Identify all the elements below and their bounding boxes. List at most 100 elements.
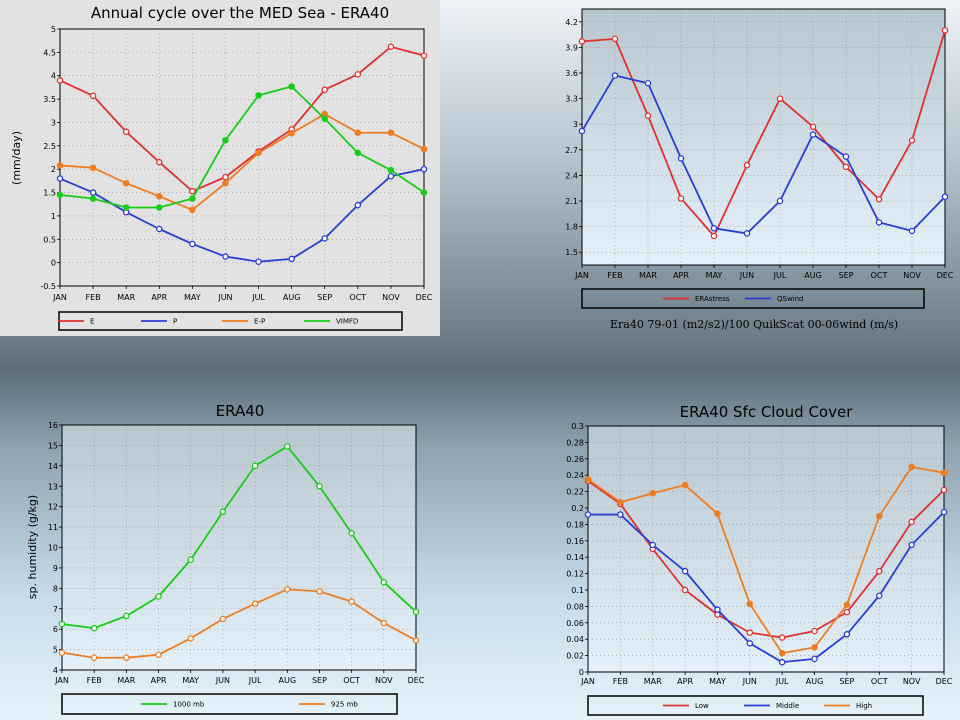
data-point-vimfd [189, 195, 196, 202]
y-tick-label: 16 [48, 421, 58, 430]
series-vimfd [56, 83, 428, 211]
data-point-e-p [156, 193, 163, 200]
data-point-erastress [677, 195, 685, 202]
x-tick-label: DEC [416, 293, 433, 302]
data-point-qswind [875, 219, 883, 226]
data-point-e-p [288, 129, 295, 137]
data-point-e-p [387, 129, 395, 136]
data-point-middle [649, 541, 656, 549]
data-point-1000-mb [348, 529, 355, 537]
series-line-middle [588, 511, 945, 664]
x-tick-label: SEP [317, 293, 332, 302]
y-tick-label: 0.3 [571, 422, 584, 431]
data-point-p [89, 189, 97, 196]
y-tick-label: 6 [53, 625, 58, 634]
data-point-925-mb [251, 600, 259, 607]
x-tick-label: FEB [607, 271, 622, 280]
x-tick-label: AUG [283, 293, 301, 302]
data-point-925-mb [380, 619, 388, 627]
series-p [56, 165, 428, 265]
x-tick-label: JAN [574, 271, 589, 280]
data-point-p [56, 175, 64, 182]
x-tick-label: MAY [184, 293, 201, 302]
data-point-vimfd [288, 83, 295, 90]
plot-frame [59, 28, 425, 287]
y-tick-label: 14 [48, 462, 58, 471]
data-point-1000-mb [155, 593, 162, 600]
y-tick-label: 0.5 [43, 235, 56, 244]
humidity-chart: 4 5 6 7 8 9 10 11 12 13 14 15 16 JAN FEB MAR APR MAY JUN JU… [26, 402, 425, 715]
data-point-925-mb [58, 649, 66, 656]
x-tick-label: MAR [117, 676, 135, 685]
y-tick-label: 2.4 [565, 171, 578, 180]
legend-label-erastress: ERAstress [695, 295, 730, 303]
data-point-p [288, 255, 295, 263]
data-point-925-mb [187, 635, 194, 642]
data-point-middle [908, 541, 915, 549]
data-point-high [746, 600, 754, 608]
plot-area [582, 9, 945, 265]
data-point-e [354, 71, 362, 78]
data-point-e [222, 173, 229, 181]
x-tick-label: SEP [839, 677, 854, 686]
gridlines [588, 426, 944, 672]
legend-label-e: E [90, 318, 94, 326]
y-tick-label: 0.22 [566, 488, 584, 497]
y-tick-label: 2.5 [43, 142, 56, 151]
y-tick-label: 7 [53, 605, 58, 614]
data-point-erastress [710, 232, 718, 240]
data-point-1000-mb [412, 608, 420, 616]
y-tick-label: 1.5 [43, 189, 56, 198]
y-tick-label: 0.26 [566, 455, 584, 464]
cloud-cover-chart: 0 0.02 0.04 0.06 0.08 0.1 0.12 0.14 0.16 0.18 0.2 0… [566, 403, 953, 716]
data-point-e [122, 128, 130, 136]
x-tick-label: AUG [804, 271, 822, 280]
x-tick-label: JAN [54, 676, 69, 685]
data-point-e-p [354, 129, 362, 136]
y-tick-label: 0.14 [566, 553, 584, 562]
legend: 1000 mb 925 mb [61, 693, 398, 715]
data-point-vimfd [420, 189, 428, 196]
data-point-925-mb [412, 637, 420, 644]
data-point-low [876, 567, 883, 575]
series-qswind [578, 72, 949, 237]
data-point-p [189, 240, 196, 248]
data-point-middle [584, 511, 592, 518]
legend: E P E-P VIMFD [58, 311, 403, 331]
series-line-qswind [581, 74, 946, 235]
y-tick-label: 0 [51, 259, 56, 268]
data-point-qswind [677, 155, 685, 162]
series-line-e [59, 45, 425, 193]
series-line-vimfd [59, 85, 425, 209]
legend: Low Middle High [587, 695, 924, 716]
x-tick-label: JUN [742, 677, 757, 686]
x-tick-label: JUN [217, 293, 232, 302]
data-point-vimfd [156, 204, 163, 211]
chart-panel-humidity: 4 5 6 7 8 9 10 11 12 13 14 15 16 JAN FEB MAR APR MAY JUN JU… [0, 400, 440, 720]
data-point-p [387, 172, 395, 180]
data-point-low [746, 629, 754, 636]
data-point-erastress [908, 137, 916, 144]
data-point-1000-mb [251, 462, 259, 470]
x-tick-label: FEB [613, 677, 628, 686]
x-tick-label: NOV [382, 293, 400, 302]
data-point-erastress [611, 35, 619, 43]
x-tick-label: DEC [408, 676, 425, 685]
legend-label-e-p: E-P [254, 318, 265, 326]
x-tick-label: JUL [248, 676, 262, 685]
data-point-vimfd [354, 149, 362, 157]
stress-wind-chart: 1.5 1.8 2.1 2.4 2.7 3 3.3 3.6 3.9 4.2 JAN FEB MAR APR… [565, 8, 954, 309]
y-axis-label: (mm/day) [10, 131, 23, 185]
data-point-high [584, 476, 592, 483]
y-tick-label: 1 [51, 212, 56, 221]
y-tick-label: 13 [48, 482, 58, 491]
data-point-e [420, 52, 428, 59]
data-point-middle [940, 508, 948, 516]
plot-area [60, 29, 424, 286]
data-point-vimfd [387, 166, 395, 174]
data-point-vimfd [222, 136, 229, 144]
data-point-high [811, 644, 818, 651]
data-point-qswind [578, 127, 586, 135]
data-point-high [681, 481, 689, 489]
data-point-low [843, 608, 851, 616]
